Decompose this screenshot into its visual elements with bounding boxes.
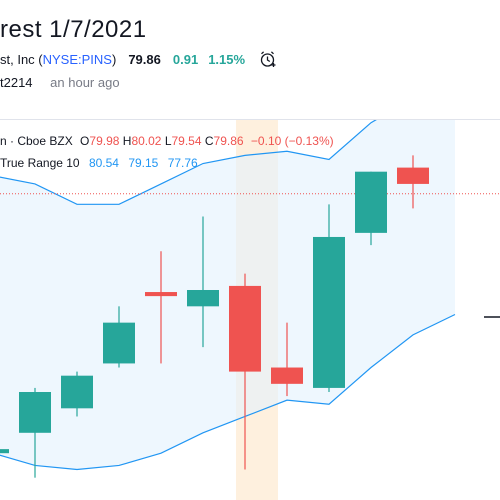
candle-body xyxy=(397,167,429,184)
indicator-value-upper: 80.54 xyxy=(88,156,119,170)
indicator-legend: True Range 10 80.54 79.15 77.76 xyxy=(0,156,198,170)
legend-close: 79.86 xyxy=(213,134,244,148)
chart-header: rest 1/7/2021 st, Inc ( NYSE:PINS ) 79.8… xyxy=(0,0,500,120)
candle xyxy=(271,322,303,397)
candle xyxy=(187,216,219,348)
symbol-link[interactable]: NYSE:PINS xyxy=(42,51,112,67)
candle xyxy=(103,306,135,368)
candle xyxy=(355,171,387,246)
indicator-value-middle: 79.15 xyxy=(128,156,159,170)
legend-open: 79.98 xyxy=(89,134,120,148)
candle-body xyxy=(229,285,261,372)
channel-upper-line xyxy=(0,120,377,205)
candle-body xyxy=(355,171,387,233)
candle xyxy=(313,204,345,392)
legend-l-label: L xyxy=(164,134,172,148)
candle-body xyxy=(313,236,345,388)
legend-o-label: O xyxy=(80,134,90,148)
candle-body xyxy=(61,375,93,409)
ohlc-legend: n · Cboe BZX O79.98 H80.02 L79.54 C79.86… xyxy=(0,134,334,148)
price-chart[interactable] xyxy=(0,120,500,500)
header-divider xyxy=(0,119,500,120)
candle xyxy=(0,449,9,454)
legend-high: 80.02 xyxy=(131,134,162,148)
author-row: t2214 an hour ago xyxy=(0,75,120,90)
legend-low: 79.54 xyxy=(171,134,202,148)
candle-body xyxy=(271,367,303,384)
price-change: 0.91 xyxy=(172,51,199,67)
candle-body xyxy=(19,392,51,433)
legend-h-label: H xyxy=(122,134,132,148)
symbol-row: st, Inc ( NYSE:PINS ) 79.86 0.91 1.15% xyxy=(0,50,277,68)
legend-source: n · Cboe BZX xyxy=(0,134,73,148)
alarm-clock-add-icon[interactable] xyxy=(259,50,277,68)
author-name[interactable]: t2214 xyxy=(0,75,33,90)
channel-lower-line xyxy=(0,313,456,471)
candle xyxy=(229,273,261,470)
candle-body xyxy=(187,290,219,307)
candle-body xyxy=(103,322,135,364)
candle xyxy=(19,387,51,478)
price-change-percent: 1.15% xyxy=(208,51,246,67)
candle xyxy=(61,371,93,417)
legend-change: −0.10 (−0.13%) xyxy=(250,134,334,148)
last-price: 79.86 xyxy=(128,51,161,67)
candle xyxy=(397,155,429,209)
candle xyxy=(145,251,177,364)
indicator-value-lower: 77.76 xyxy=(167,156,198,170)
chart-area[interactable]: n · Cboe BZX O79.98 H80.02 L79.54 C79.86… xyxy=(0,120,500,500)
candle-body xyxy=(0,449,9,454)
chart-title: rest 1/7/2021 xyxy=(0,16,147,43)
symbol-suffix: ) xyxy=(111,51,117,67)
legend-c-label: C xyxy=(204,134,214,148)
symbol-prefix: st, Inc ( xyxy=(0,51,43,67)
candle-body xyxy=(145,292,177,297)
indicator-name[interactable]: True Range 10 xyxy=(0,156,80,170)
publish-time: an hour ago xyxy=(50,75,120,90)
